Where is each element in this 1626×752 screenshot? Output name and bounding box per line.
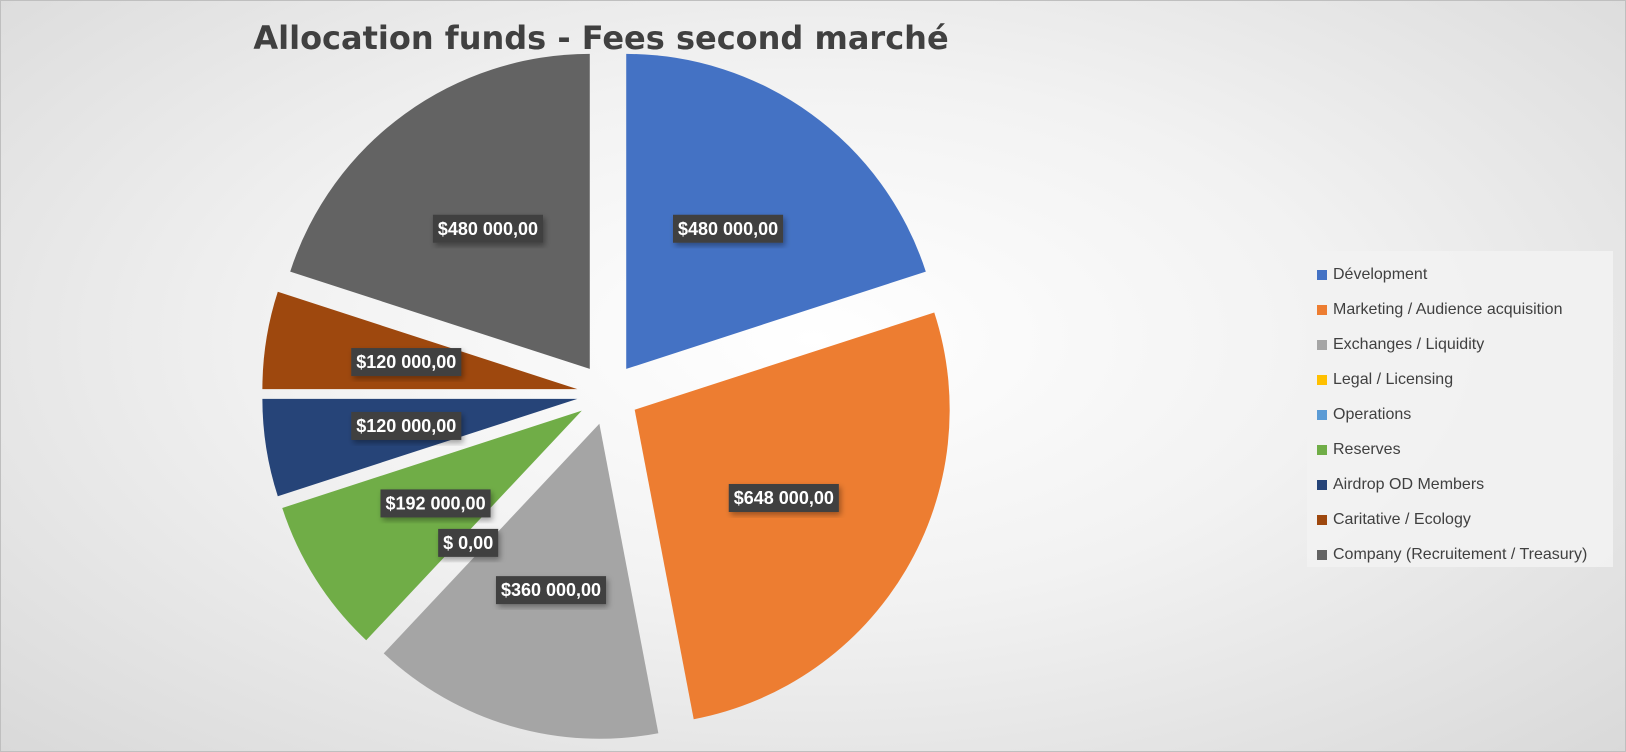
legend-swatch	[1317, 339, 1327, 350]
pie-slice-airdrop-od-members	[262, 398, 578, 497]
pie-slice-caritative-ecology	[262, 291, 578, 390]
legend-swatch	[1317, 444, 1327, 455]
data-label-reserves: $192 000,00	[380, 489, 491, 518]
data-label-development: $480 000,00	[673, 214, 784, 243]
legend-item-reserves: Reserves	[1317, 432, 1613, 467]
legend-label: Marketing / Audience acquisition	[1333, 300, 1563, 318]
pie-slices	[262, 53, 950, 739]
data-label-legal-licensing: $ 0,00	[438, 528, 499, 557]
legend-label: Reserves	[1333, 440, 1401, 458]
legend-swatch	[1317, 374, 1327, 385]
data-label-box	[495, 576, 607, 605]
legend-label: Exchanges / Liquidity	[1333, 335, 1485, 353]
legend-label: Dévelopment	[1333, 265, 1428, 283]
data-label-marketing-audience-acquisition: $648 000,00	[728, 483, 839, 512]
data-label-text: $120 000,00	[356, 416, 456, 436]
data-label-text: $648 000,00	[734, 488, 834, 508]
data-label-text: $ 0,00	[443, 533, 493, 553]
data-label-caritative-ecology: $120 000,00	[351, 348, 462, 377]
data-label-text: $480 000,00	[438, 219, 538, 239]
legend-swatch	[1317, 409, 1327, 420]
pie-chart: $480 000,00 $648 000,00 $360 000,00 $ 0,00 $…	[262, 53, 950, 739]
legend-item-airdrop-od-members: Airdrop OD Members	[1317, 467, 1613, 502]
pie-slice-company-recruitement-treasury	[290, 53, 590, 369]
pie-slice-marketing-audience-acquisition	[634, 312, 950, 720]
data-label-box	[673, 214, 784, 243]
legend-label: Caritative / Ecology	[1333, 510, 1471, 528]
legend-label: Airdrop OD Members	[1333, 475, 1485, 493]
data-label-box	[380, 489, 491, 518]
data-label-company-recruitement-treasury: $480 000,00	[432, 214, 543, 243]
legend-item-operations: Operations	[1317, 397, 1613, 432]
legend-swatch	[1317, 269, 1327, 280]
legend-swatch	[1317, 549, 1327, 560]
chart-title: Allocation funds - Fees second marché	[253, 19, 949, 57]
legend-swatch	[1317, 304, 1327, 315]
legend-label: Company (Recruitement / Treasury)	[1333, 545, 1588, 563]
legend-item-exchanges-liquidity: Exchanges / Liquidity	[1317, 327, 1613, 362]
pie-data-labels: $480 000,00 $648 000,00 $360 000,00 $ 0,00 $…	[351, 214, 839, 605]
legend-item-development: Dévelopment	[1317, 257, 1613, 292]
legend-swatch	[1317, 479, 1327, 490]
pie-slice-development	[626, 53, 926, 369]
legend-item-company-recruitement-treasury: Company (Recruitement / Treasury)	[1317, 537, 1613, 572]
legend-swatch	[1317, 514, 1327, 525]
legend-label: Legal / Licensing	[1333, 370, 1454, 388]
legend-item-marketing-audience-acquisition: Marketing / Audience acquisition	[1317, 292, 1613, 327]
data-label-box	[438, 528, 499, 557]
data-label-box	[351, 411, 462, 440]
data-label-text: $480 000,00	[678, 219, 778, 239]
legend-label: Operations	[1333, 405, 1412, 423]
legend-item-caritative-ecology: Caritative / Ecology	[1317, 502, 1613, 537]
pie-slice-reserves	[282, 410, 582, 641]
data-label-airdrop-od-members: $120 000,00	[351, 411, 462, 440]
data-label-text: $120 000,00	[356, 352, 456, 372]
data-label-text: $192 000,00	[385, 493, 485, 513]
data-label-box	[351, 348, 462, 377]
data-label-box	[432, 214, 543, 243]
chart-legend: Dévelopment Marketing / Audience acquisit…	[1307, 251, 1613, 567]
data-label-text: $360 000,00	[501, 580, 601, 600]
data-label-exchanges-liquidity: $360 000,00	[495, 576, 607, 605]
legend-item-legal-licensing: Legal / Licensing	[1317, 362, 1613, 397]
data-label-box	[728, 483, 839, 512]
